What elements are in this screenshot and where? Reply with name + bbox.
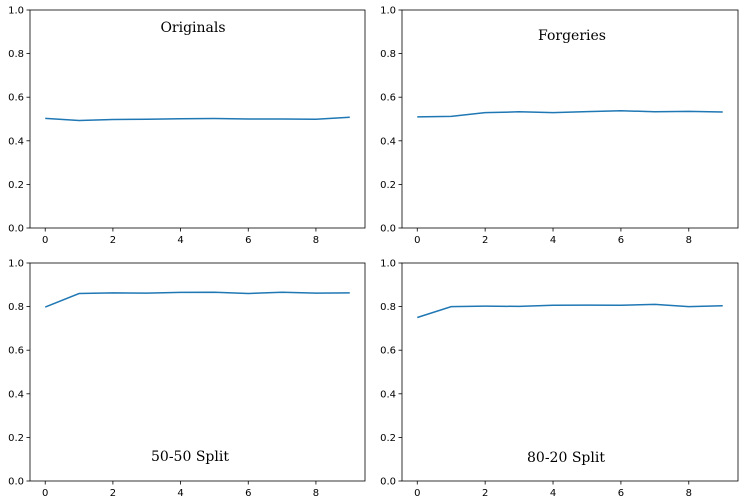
y-tick-label: 0.2 bbox=[380, 433, 396, 444]
y-tick-label: 0.4 bbox=[8, 136, 24, 147]
series-line bbox=[44, 291, 350, 308]
subplot-title: Originals bbox=[160, 20, 225, 36]
x-tick-label: 0 bbox=[414, 488, 420, 499]
subplot-2: 0.0 0.2 0.4 0.6 0.8 1.0 0 2 4 6 8 Forgeries bbox=[380, 6, 739, 246]
y-tick-label: 0.6 bbox=[380, 346, 396, 357]
x-tick-label: 6 bbox=[618, 235, 624, 246]
x-tick-label: 4 bbox=[177, 235, 183, 246]
axes-frame bbox=[401, 262, 739, 482]
y-tick-label: 1.0 bbox=[8, 259, 24, 270]
x-tick-label: 8 bbox=[686, 235, 692, 246]
series-line bbox=[417, 303, 723, 319]
subplot-title: 50-50 Split bbox=[151, 449, 229, 465]
y-tick-label: 0.6 bbox=[380, 93, 396, 104]
y-tick-label: 0.6 bbox=[8, 93, 24, 104]
subplot-title: 80-20 Split bbox=[527, 450, 605, 466]
x-tick-label: 8 bbox=[686, 488, 692, 499]
subplot-title: Forgeries bbox=[538, 28, 606, 44]
x-tick-label: 2 bbox=[110, 488, 116, 499]
x-tick-label: 2 bbox=[482, 488, 488, 499]
subplot-4: 0.0 0.2 0.4 0.6 0.8 1.0 0 2 4 6 8 80-20 Split bbox=[380, 259, 739, 499]
x-tick-label: 0 bbox=[42, 488, 48, 499]
axes-frame bbox=[29, 9, 366, 229]
y-tick-label: 0.4 bbox=[380, 389, 396, 400]
x-tick-label: 4 bbox=[177, 488, 183, 499]
axes-frame bbox=[401, 9, 739, 229]
x-tick-label: 4 bbox=[550, 235, 556, 246]
x-tick-label: 0 bbox=[42, 235, 48, 246]
y-tick-label: 1.0 bbox=[380, 6, 396, 17]
y-tick-label: 0.8 bbox=[8, 302, 24, 313]
y-tick-label: 0.0 bbox=[380, 477, 396, 488]
y-tick-label: 0.8 bbox=[380, 49, 396, 60]
subplot-1: 0.0 0.2 0.4 0.6 0.8 1.0 0 2 4 6 8 Originals bbox=[8, 6, 366, 246]
y-tick-label: 0.8 bbox=[8, 49, 24, 60]
y-tick-label: 0.4 bbox=[8, 389, 24, 400]
axes-frame bbox=[29, 262, 366, 482]
y-tick-label: 1.0 bbox=[380, 259, 396, 270]
x-tick-label: 8 bbox=[313, 235, 319, 246]
series-line bbox=[45, 116, 350, 122]
x-tick-label: 2 bbox=[110, 235, 116, 246]
y-tick-label: 0.2 bbox=[8, 433, 24, 444]
y-tick-label: 0.8 bbox=[380, 302, 396, 313]
x-tick-label: 2 bbox=[482, 235, 488, 246]
y-tick-label: 0.2 bbox=[380, 180, 396, 191]
y-tick-label: 0.2 bbox=[8, 180, 24, 191]
subplot-3: 0.0 0.2 0.4 0.6 0.8 1.0 0 2 4 6 8 50-50 Split bbox=[8, 259, 366, 499]
y-tick-label: 0.0 bbox=[8, 477, 24, 488]
x-tick-label: 6 bbox=[245, 488, 251, 499]
x-tick-label: 6 bbox=[245, 235, 251, 246]
series-line bbox=[417, 109, 723, 118]
x-tick-label: 8 bbox=[313, 488, 319, 499]
x-tick-label: 6 bbox=[618, 488, 624, 499]
x-tick-label: 0 bbox=[414, 235, 420, 246]
y-tick-label: 0.0 bbox=[380, 224, 396, 235]
y-tick-label: 0.0 bbox=[8, 224, 24, 235]
y-tick-label: 1.0 bbox=[8, 6, 24, 17]
y-tick-label: 0.4 bbox=[380, 136, 396, 147]
y-tick-label: 0.6 bbox=[8, 346, 24, 357]
x-tick-label: 4 bbox=[550, 488, 556, 499]
